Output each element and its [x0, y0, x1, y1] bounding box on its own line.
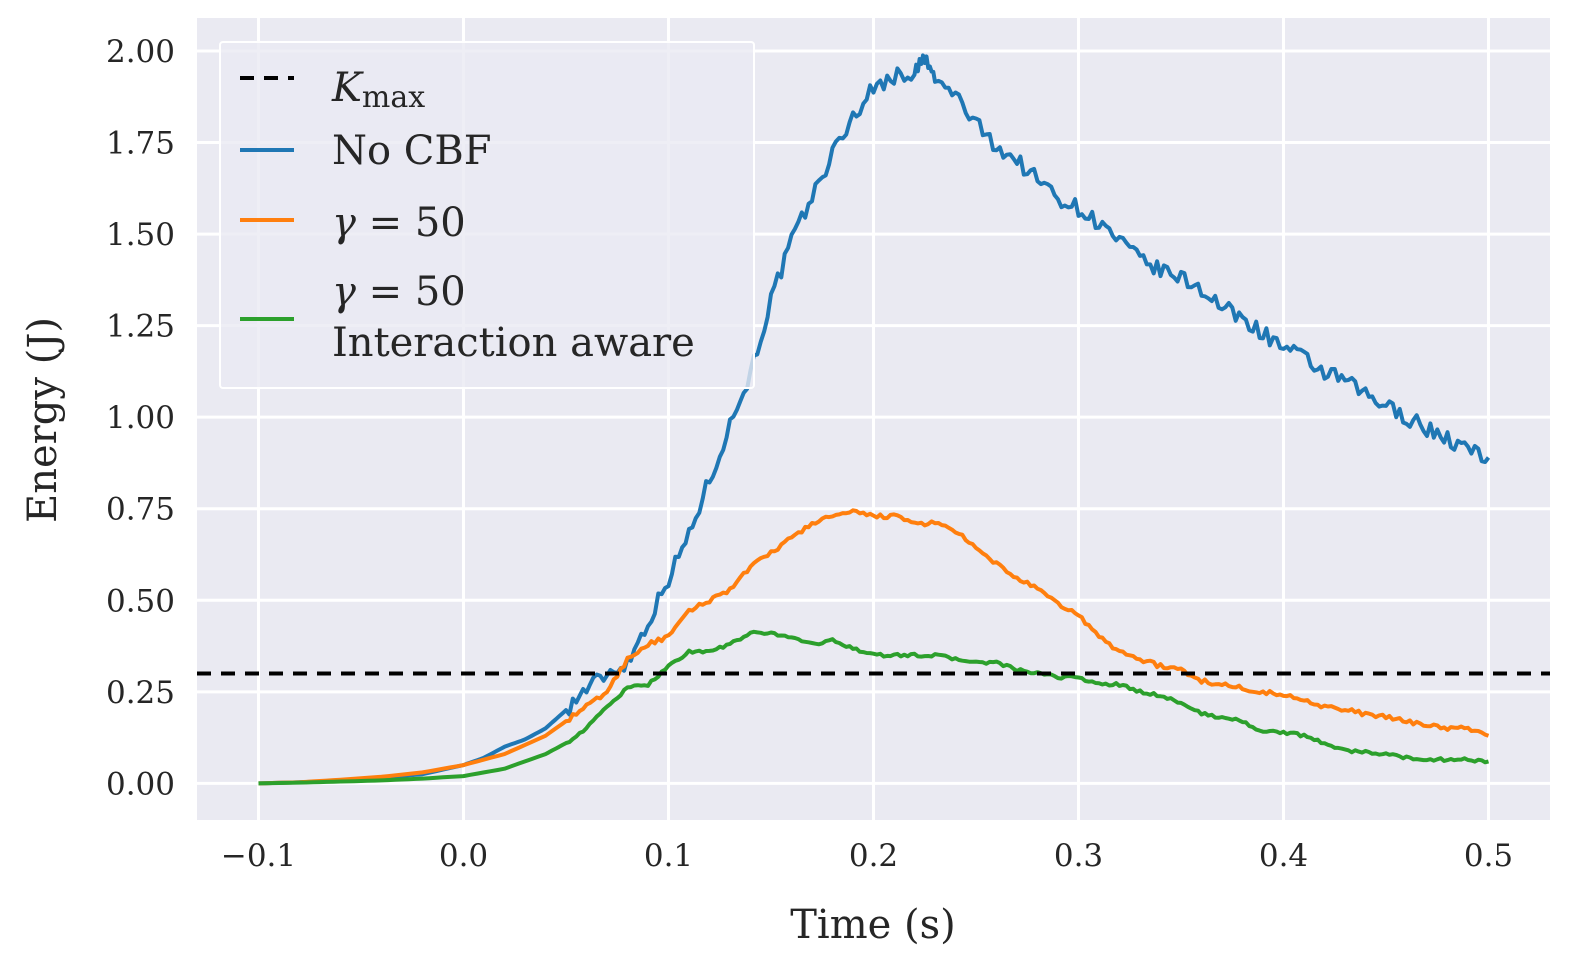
- series-line-1: [258, 508, 1490, 786]
- legend: Kmax No CBF γ = 50 γ = 50 Interaction aw…: [219, 41, 755, 389]
- gamma-value: = 50: [356, 200, 466, 246]
- legend-box: [219, 41, 755, 389]
- series-line-0: [258, 53, 1491, 786]
- kmax-subscript: max: [362, 80, 425, 115]
- x-tick-label: 0.3: [1054, 838, 1103, 874]
- x-axis-label: Time (s): [790, 902, 956, 948]
- y-tick-label: 0.25: [106, 675, 175, 711]
- x-tick-label: 0.4: [1259, 838, 1308, 874]
- y-tick-label: 0.50: [106, 583, 175, 619]
- gamma-ia-value: = 50: [356, 269, 466, 315]
- series-line-2: [258, 629, 1490, 786]
- y-tick-label: 1.25: [106, 309, 175, 345]
- y-tick-label: 1.00: [106, 400, 175, 436]
- x-tick-label: −0.1: [221, 838, 296, 874]
- x-tick-label: 0.2: [849, 838, 898, 874]
- legend-label-kmax: Kmax: [331, 65, 425, 115]
- x-tick-label: 0.5: [1464, 838, 1513, 874]
- y-tick-label: 0.75: [106, 492, 175, 528]
- legend-label-gamma: γ = 50: [332, 200, 466, 246]
- y-tick-label: 1.50: [106, 217, 175, 253]
- kmax-symbol: K: [331, 65, 364, 111]
- y-axis-label: Energy (J): [20, 317, 66, 523]
- tick-labels: −0.1 0.0 0.1 0.2 0.3 0.4 0.5 0.00 0.25 0.50 0.75 1.…: [106, 34, 1513, 874]
- legend-label-no-cbf: No CBF: [332, 128, 492, 174]
- legend-label-gamma-ia-line2: Interaction aware: [332, 320, 695, 366]
- y-tick-label: 0.00: [106, 766, 175, 802]
- x-tick-label: 0.1: [644, 838, 693, 874]
- series-layer: [197, 53, 1550, 786]
- y-tick-label: 2.00: [106, 34, 175, 70]
- y-tick-label: 1.75: [106, 126, 175, 162]
- gamma-ia-symbol: γ: [332, 269, 356, 315]
- legend-label-gamma-ia-line1: γ = 50: [332, 269, 466, 315]
- gamma-symbol: γ: [332, 200, 356, 246]
- x-tick-label: 0.0: [439, 838, 488, 874]
